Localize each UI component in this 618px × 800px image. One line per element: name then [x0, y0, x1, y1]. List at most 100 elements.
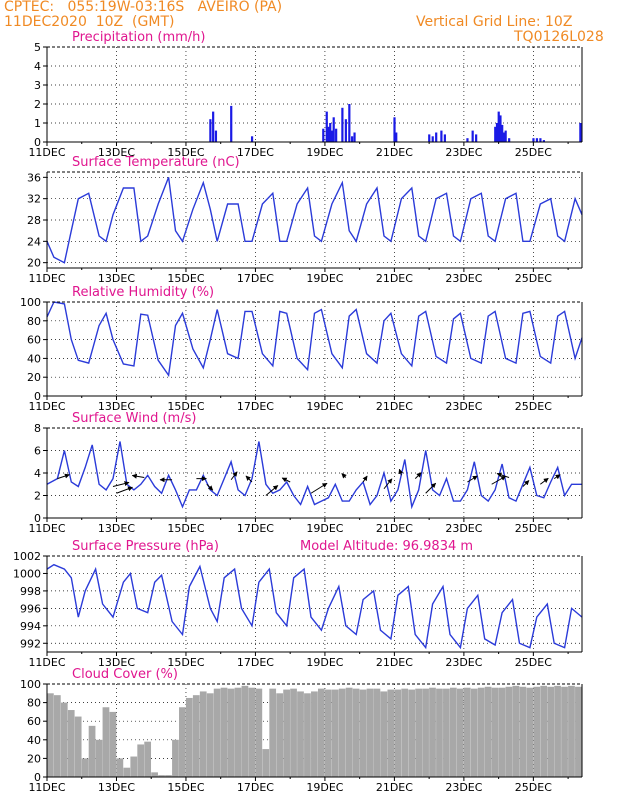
- cloud-bar: [137, 744, 145, 777]
- header-grid-info: Vertical Grid Line: 10Z: [416, 14, 573, 30]
- x-tick-label: 25DEC: [515, 272, 552, 285]
- wind-arrow: [116, 486, 133, 494]
- x-tick-label: 23DEC: [445, 522, 482, 535]
- x-tick-label: 21DEC: [376, 272, 413, 285]
- y-tick-label: 996: [20, 602, 41, 615]
- x-tick-label: 25DEC: [515, 400, 552, 413]
- precip-bar: [335, 128, 338, 142]
- wind-line: [46, 441, 582, 510]
- cloud-bar: [67, 710, 75, 777]
- precip-bar: [497, 111, 500, 142]
- cloud-bar: [484, 686, 492, 777]
- x-tick-label: 13DEC: [98, 400, 135, 413]
- cloud-bar: [144, 741, 152, 777]
- temperature-line: [46, 177, 583, 264]
- y-tick-label: 5: [34, 41, 41, 54]
- wind-arrow: [383, 478, 393, 490]
- precip-bar: [542, 140, 545, 142]
- wind-arrow: [310, 482, 328, 494]
- x-tick-label: 17DEC: [237, 146, 274, 159]
- wind-arrow: [112, 481, 130, 487]
- header-run-id: TQ0126L028: [514, 29, 604, 45]
- x-tick-label: 25DEC: [515, 146, 552, 159]
- x-tick-label: 19DEC: [306, 656, 343, 669]
- x-tick-label: 13DEC: [98, 656, 135, 669]
- cloud-bar: [547, 686, 555, 777]
- x-tick-label: 17DEC: [237, 400, 274, 413]
- cloud-bar: [47, 693, 54, 777]
- x-tick-label: 23DEC: [445, 272, 482, 285]
- x-tick-label: 19DEC: [306, 272, 343, 285]
- cloud-bar: [248, 687, 256, 777]
- cloud-bar: [394, 689, 402, 777]
- cloud-bar: [415, 688, 422, 777]
- x-tick-label: 25DEC: [515, 522, 552, 535]
- x-tick-label: 17DEC: [237, 272, 274, 285]
- cloud-bar: [206, 693, 214, 777]
- cloud-bar: [53, 695, 61, 777]
- precip-bar: [250, 136, 254, 142]
- y-tick-label: 1: [34, 117, 41, 130]
- precip-bar: [435, 132, 438, 142]
- cloud-bar: [88, 725, 96, 777]
- x-tick-label: 23DEC: [445, 400, 482, 413]
- cloud-bar: [470, 688, 478, 777]
- wind-arrow: [467, 475, 478, 483]
- wind-arrow: [491, 475, 507, 485]
- y-tick-label: 100: [20, 678, 41, 691]
- cloud-bar: [491, 687, 499, 777]
- cloud-bar: [366, 688, 374, 777]
- y-tick-label: 992: [20, 637, 41, 650]
- cloud-bar: [192, 695, 200, 777]
- cloud-bar: [345, 687, 353, 777]
- x-tick-label: 15DEC: [167, 781, 204, 794]
- x-tick-label: 23DEC: [445, 146, 482, 159]
- x-tick-label: 13DEC: [98, 781, 135, 794]
- x-tick-label: 15DEC: [167, 656, 204, 669]
- cloud-bar: [373, 688, 381, 777]
- cloud-bar: [213, 688, 221, 777]
- cloud-bar: [512, 685, 520, 777]
- precip-bar: [322, 128, 325, 142]
- y-tick-label: 4: [34, 60, 41, 73]
- y-tick-label: 6: [34, 445, 41, 458]
- y-tick-label: 60: [27, 715, 41, 728]
- cloud-bar: [519, 686, 527, 777]
- wind-arrow: [57, 473, 70, 480]
- precip-bar: [212, 111, 215, 142]
- cloud-bar: [102, 707, 110, 777]
- cloud-bar: [172, 739, 179, 777]
- precip-bar: [332, 117, 335, 142]
- precip-bar: [428, 134, 431, 142]
- y-tick-label: 998: [20, 585, 41, 598]
- cloud-bar: [311, 691, 318, 777]
- wind-arrow: [265, 485, 279, 496]
- x-tick-label: 19DEC: [306, 146, 343, 159]
- x-tick-label: 21DEC: [376, 656, 413, 669]
- cloud-bar: [533, 686, 541, 777]
- wind-arrow: [414, 472, 422, 479]
- y-tick-label: 36: [27, 171, 41, 184]
- y-tick-label: 0: [34, 512, 41, 525]
- precip-bar: [327, 126, 330, 142]
- cloud-bar: [443, 688, 450, 777]
- panel-wind: 0 2 4 6 8 11DEC 13DEC 15DEC 17DEC 19DEC 21DEC 23DEC…: [28, 411, 583, 535]
- precip-bar: [443, 134, 446, 142]
- x-tick-label: 11DEC: [28, 400, 65, 413]
- cloud-bar: [81, 758, 89, 777]
- precip-bar: [495, 123, 499, 142]
- y-tick-label: 24: [27, 235, 41, 248]
- y-tick-label: 100: [20, 296, 41, 309]
- cloud-bar: [317, 688, 325, 777]
- y-tick-label: 1002: [13, 550, 41, 563]
- cloud-bar: [199, 691, 207, 777]
- cloud-bar: [116, 758, 124, 777]
- precip-bar: [475, 134, 478, 142]
- x-tick-label: 13DEC: [98, 272, 135, 285]
- cloud-bar: [568, 685, 575, 777]
- cloud-bar: [449, 687, 457, 777]
- precip-bar: [440, 130, 443, 142]
- x-tick-label: 25DEC: [515, 656, 552, 669]
- cloud-bar: [297, 691, 304, 777]
- cloud-bar: [352, 688, 360, 777]
